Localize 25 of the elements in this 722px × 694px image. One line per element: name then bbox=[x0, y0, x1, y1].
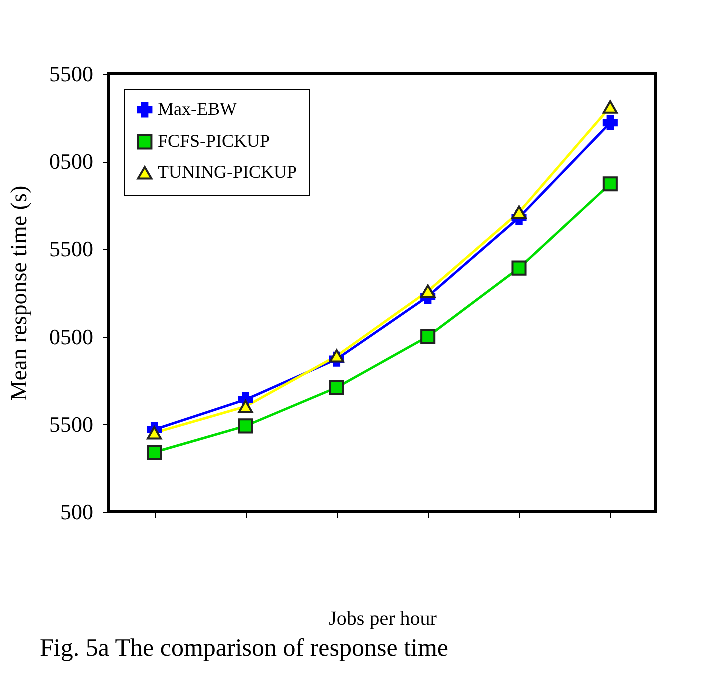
text: 5500 bbox=[50, 62, 94, 86]
point bbox=[238, 418, 254, 434]
text: 5500 bbox=[50, 412, 94, 437]
point bbox=[512, 260, 527, 276]
text: 500 bbox=[60, 500, 94, 524]
point bbox=[147, 426, 162, 440]
caption: Fig. 5a The comparison of response time bbox=[40, 635, 448, 663]
point bbox=[147, 444, 162, 460]
legend-label: FCFS-PICKUP bbox=[158, 131, 270, 151]
text: 0500 bbox=[50, 324, 94, 350]
point bbox=[602, 115, 618, 130]
point bbox=[420, 329, 436, 344]
y-axis-title: Mean response time (s) bbox=[6, 186, 32, 402]
point bbox=[420, 284, 436, 298]
point bbox=[602, 100, 618, 114]
point bbox=[238, 400, 254, 414]
point bbox=[602, 176, 618, 192]
point bbox=[512, 206, 527, 220]
legend-label: Max-EBW bbox=[158, 99, 237, 119]
point bbox=[329, 350, 344, 363]
x-axis-title: Jobs per hour bbox=[329, 608, 438, 630]
text: 0500 bbox=[50, 149, 94, 174]
point bbox=[329, 380, 344, 396]
legend-label: TUNING-PICKUP bbox=[158, 162, 297, 182]
text: 5500 bbox=[50, 236, 94, 262]
